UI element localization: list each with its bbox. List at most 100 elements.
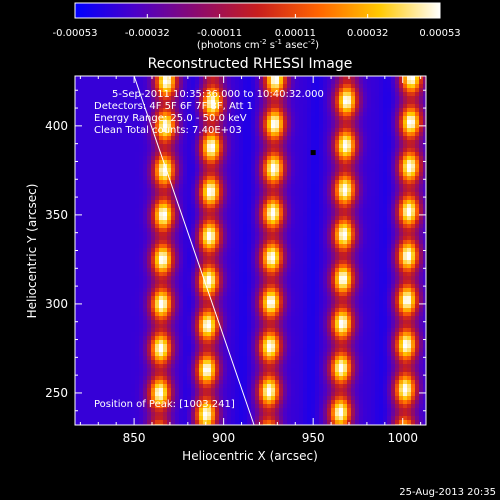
heatmap-cell [363, 160, 367, 164]
heatmap-cell [315, 284, 319, 288]
heatmap-cell [351, 212, 355, 216]
heatmap-cell [303, 132, 307, 136]
heatmap-cell [235, 92, 239, 96]
heatmap-cell [87, 260, 91, 264]
heatmap-cell [359, 216, 363, 220]
heatmap-cell [411, 180, 415, 184]
heatmap-cell [215, 156, 219, 160]
heatmap-cell [127, 80, 131, 84]
heatmap-cell [315, 112, 319, 116]
heatmap-cell [391, 132, 395, 136]
heatmap-cell [79, 224, 83, 228]
heatmap-cell [343, 188, 347, 192]
heatmap-cell [311, 148, 315, 152]
heatmap-cell [355, 148, 359, 152]
heatmap-cell [91, 232, 95, 236]
heatmap-cell [399, 104, 403, 108]
heatmap-cell [375, 96, 379, 100]
heatmap-cell [87, 124, 91, 128]
heatmap-cell [215, 280, 219, 284]
heatmap-cell [255, 276, 259, 280]
heatmap-cell [107, 268, 111, 272]
heatmap-cell [175, 156, 179, 160]
heatmap-cell [155, 108, 159, 112]
heatmap-cell [363, 216, 367, 220]
heatmap-cell [371, 228, 375, 232]
heatmap-cell [259, 128, 263, 132]
heatmap-cell [127, 148, 131, 152]
heatmap-cell [199, 264, 203, 268]
heatmap-cell [215, 284, 219, 288]
heatmap-cell [263, 296, 267, 300]
heatmap-cell [135, 208, 139, 212]
heatmap-cell [103, 212, 107, 216]
heatmap-cell [143, 160, 147, 164]
heatmap-cell [171, 180, 175, 184]
heatmap-cell [299, 240, 303, 244]
heatmap-cell [263, 216, 267, 220]
heatmap-cell [87, 108, 91, 112]
heatmap-cell [275, 108, 279, 112]
heatmap-cell [191, 264, 195, 268]
heatmap-cell [263, 148, 267, 152]
heatmap-cell [131, 272, 135, 276]
heatmap-cell [183, 92, 187, 96]
heatmap-cell [111, 204, 115, 208]
heatmap-cell [235, 152, 239, 156]
heatmap-cell [295, 244, 299, 248]
heatmap-cell [311, 184, 315, 188]
heatmap-cell [211, 128, 215, 132]
heatmap-cell [143, 184, 147, 188]
heatmap-cell [103, 128, 107, 132]
heatmap-cell [347, 196, 351, 200]
heatmap-cell [327, 160, 331, 164]
heatmap-cell [407, 248, 411, 252]
heatmap-cell [123, 224, 127, 228]
heatmap-cell [135, 260, 139, 264]
heatmap-cell [203, 204, 207, 208]
heatmap-cell [123, 188, 127, 192]
heatmap-cell [243, 112, 247, 116]
heatmap-cell [255, 168, 259, 172]
heatmap-cell [299, 140, 303, 144]
heatmap-cell [243, 88, 247, 92]
heatmap-cell [327, 220, 331, 224]
heatmap-cell [327, 180, 331, 184]
heatmap-cell [291, 184, 295, 188]
heatmap-cell [331, 132, 335, 136]
heatmap-cell [147, 208, 151, 212]
heatmap-cell [179, 204, 183, 208]
heatmap-cell [151, 260, 155, 264]
heatmap-cell [199, 208, 203, 212]
heatmap-cell [143, 100, 147, 104]
heatmap-cell [403, 92, 407, 96]
heatmap-cell [247, 108, 251, 112]
heatmap-cell [415, 172, 419, 176]
heatmap-cell [355, 140, 359, 144]
heatmap-cell [183, 244, 187, 248]
heatmap-cell [419, 132, 423, 136]
heatmap-cell [139, 296, 143, 300]
heatmap-cell [323, 160, 327, 164]
heatmap-cell [103, 260, 107, 264]
heatmap-cell [159, 260, 163, 264]
heatmap-cell [263, 200, 267, 204]
heatmap-cell [323, 196, 327, 200]
heatmap-cell [131, 184, 135, 188]
heatmap-cell [243, 92, 247, 96]
heatmap-cell [223, 104, 227, 108]
heatmap-cell [347, 124, 351, 128]
heatmap-cell [191, 224, 195, 228]
heatmap-cell [103, 104, 107, 108]
heatmap-cell [99, 104, 103, 108]
heatmap-cell [411, 160, 415, 164]
heatmap-cell [191, 256, 195, 260]
heatmap-cell [231, 112, 235, 116]
heatmap-cell [299, 156, 303, 160]
heatmap-cell [363, 176, 367, 180]
heatmap-cell [175, 76, 179, 80]
heatmap-cell [179, 148, 183, 152]
heatmap-cell [227, 264, 231, 268]
heatmap-cell [335, 212, 339, 216]
